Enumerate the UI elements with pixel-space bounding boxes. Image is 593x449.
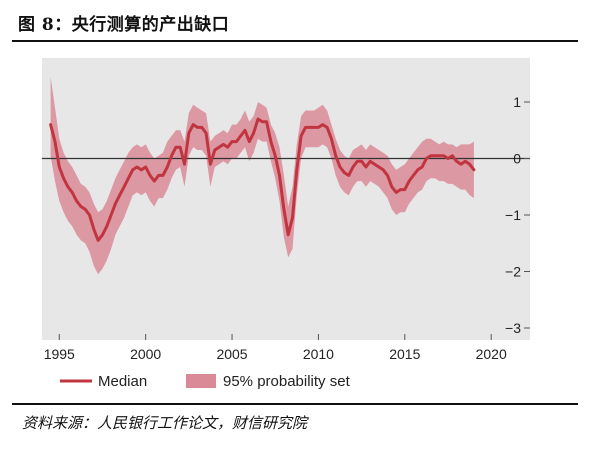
top-rule — [12, 40, 578, 42]
legend-median-label: Median — [98, 373, 147, 390]
y-tick-label: −2 — [505, 264, 521, 280]
y-tick-label: −3 — [505, 320, 521, 336]
x-tick-label: 2015 — [389, 346, 420, 362]
legend-band-swatch — [186, 374, 216, 388]
legend-band-label: 95% probability set — [223, 373, 351, 390]
y-tick-label: 0 — [513, 151, 521, 167]
bottom-rule — [12, 403, 578, 405]
median-line — [49, 117, 476, 242]
x-tick-label: 2010 — [303, 346, 334, 362]
x-axis: 1995 2000 2005 2010 2015 2020 — [44, 334, 507, 362]
x-tick-label: 2005 — [216, 346, 247, 362]
x-tick-label: 2020 — [476, 346, 507, 362]
band-layer — [50, 76, 474, 275]
source-note: 资料来源：人民银行工作论文，财信研究院 — [22, 414, 308, 432]
median-layer — [49, 117, 476, 242]
x-tick-label: 2000 — [130, 346, 161, 362]
x-tick-label: 1995 — [44, 346, 75, 362]
y-tick-label: −1 — [505, 207, 521, 223]
legend: Median 95% probability set — [60, 373, 351, 390]
y-tick-label: 1 — [513, 94, 521, 110]
y-axis: 1 0 −1 −2 −3 — [505, 94, 530, 336]
figure-title: 图 8：央行测算的产出缺口 — [18, 15, 230, 35]
probability-band — [50, 76, 474, 275]
